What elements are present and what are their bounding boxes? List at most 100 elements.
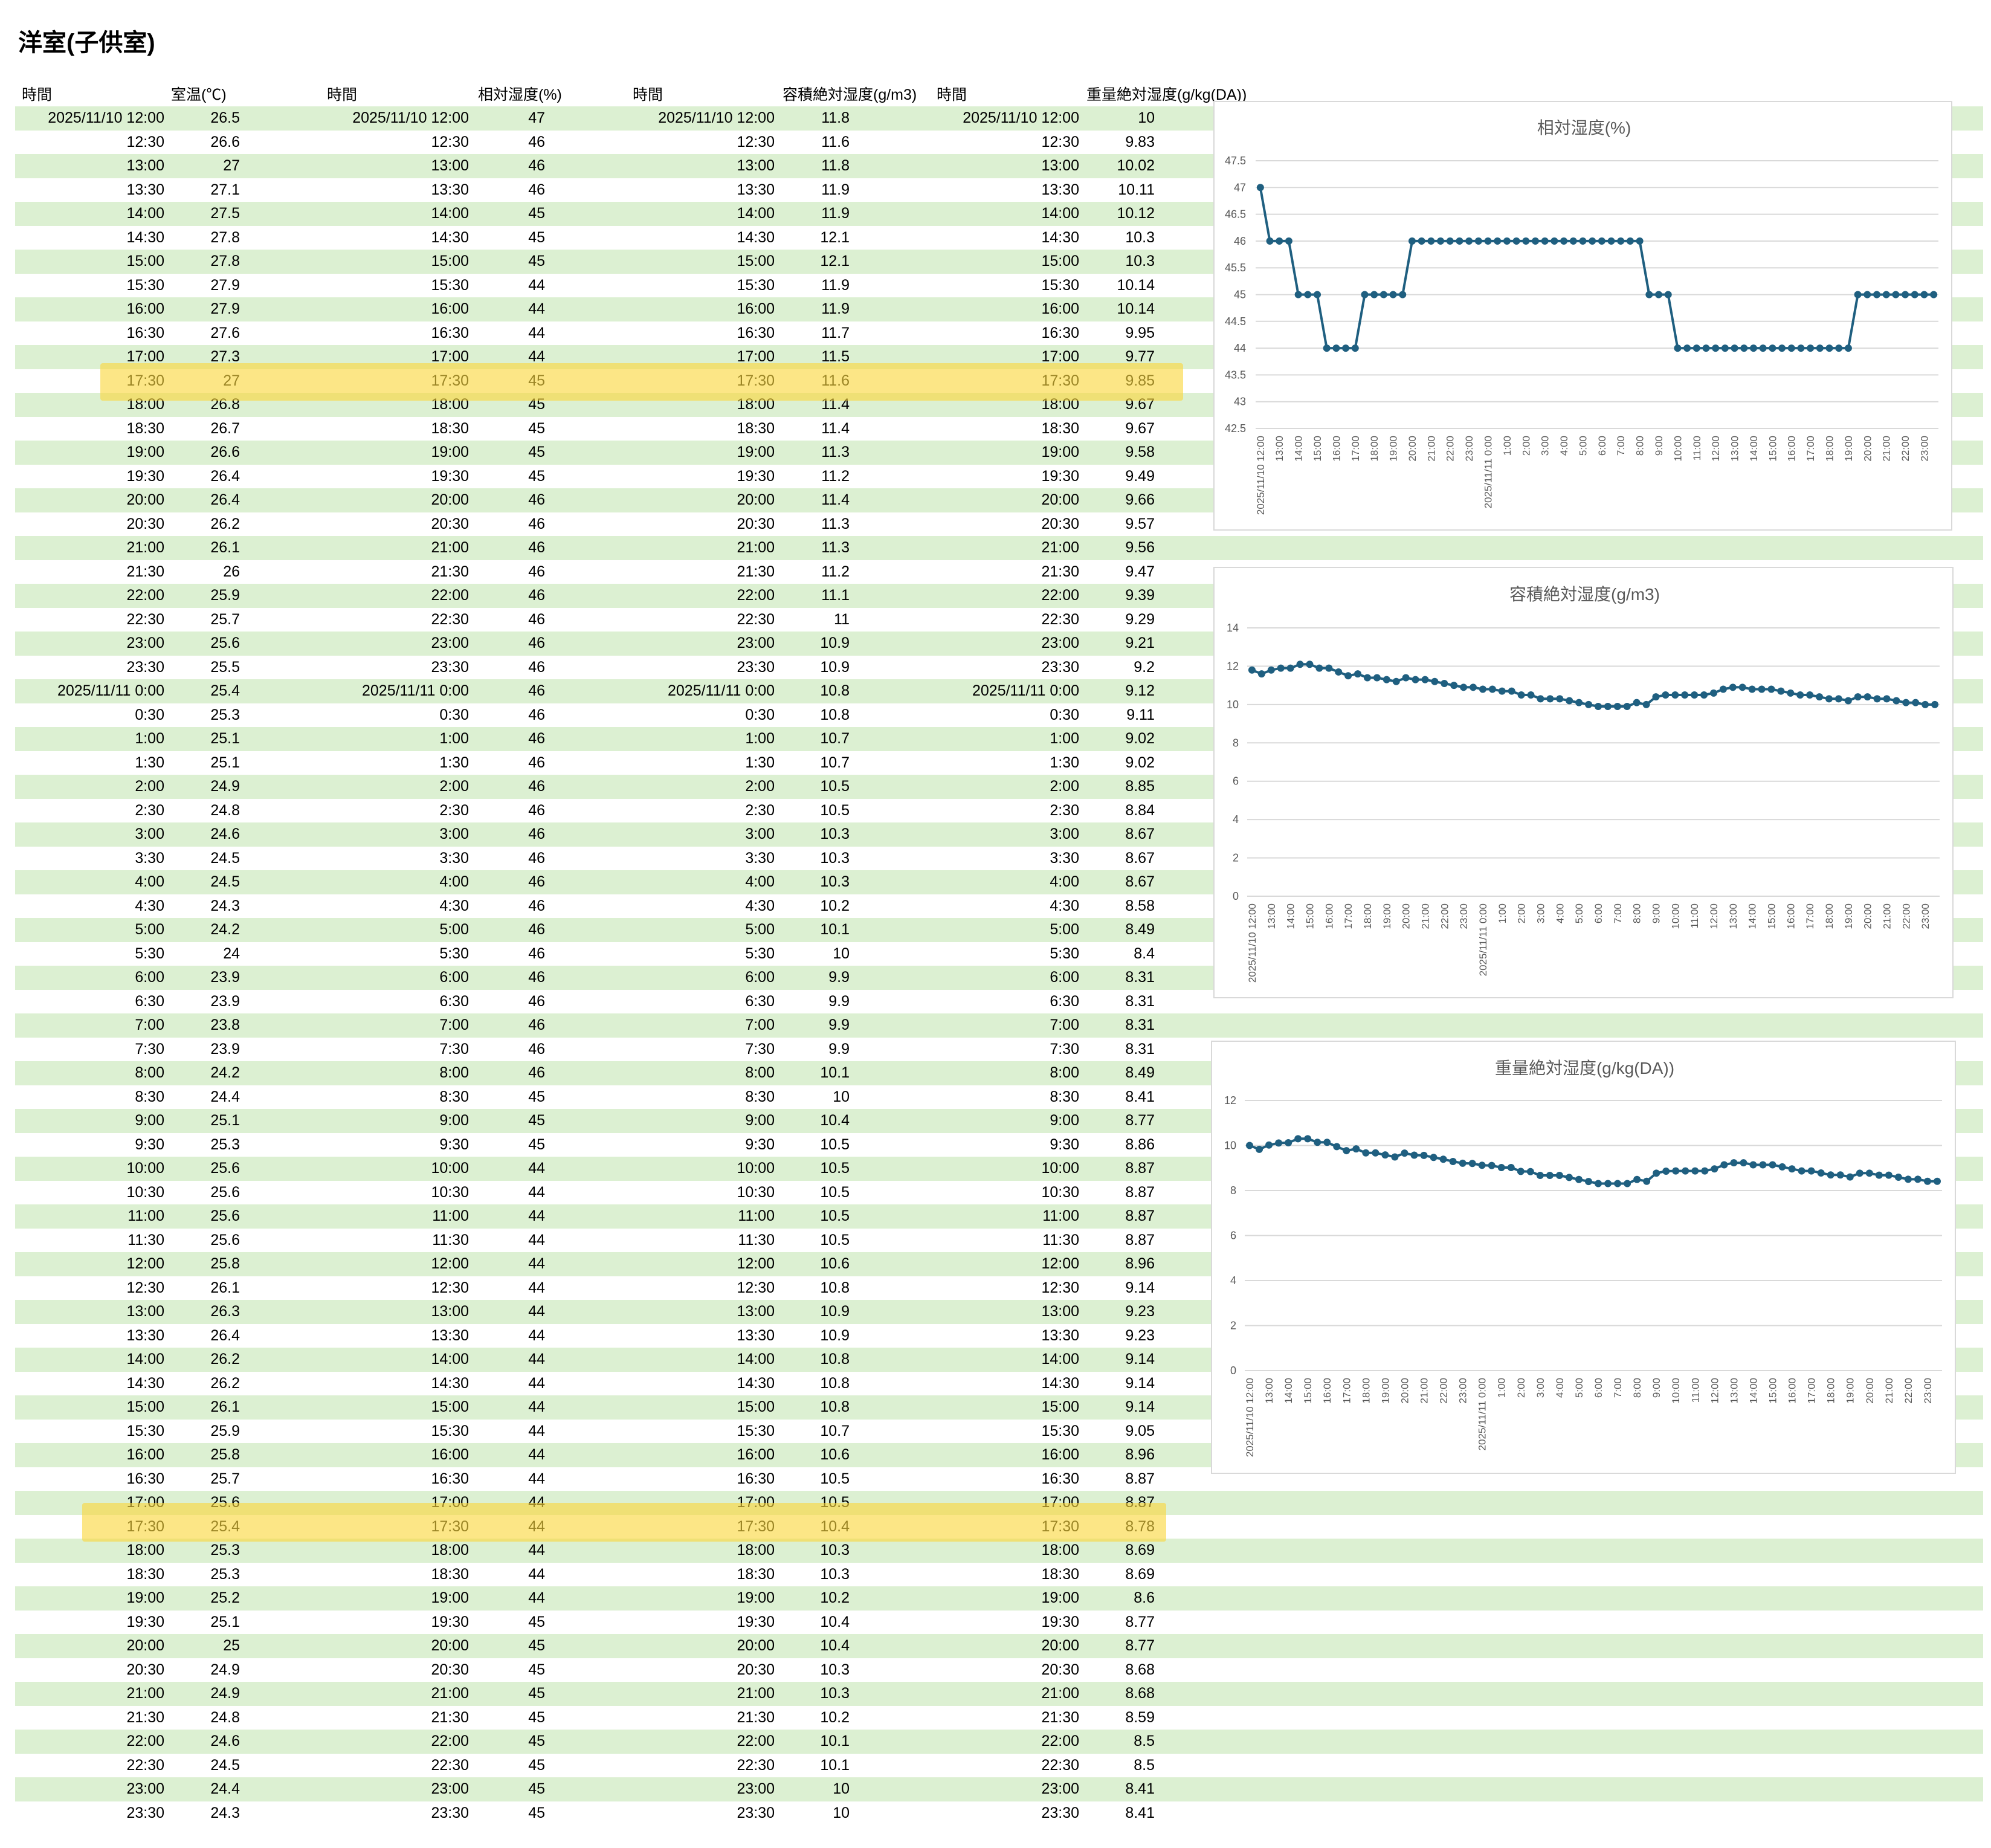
temperature-cell[interactable]: 25.3 bbox=[210, 1565, 240, 1583]
temperature-cell[interactable]: 27.9 bbox=[210, 276, 240, 294]
temperature-cell[interactable]: 23.9 bbox=[210, 1040, 240, 1058]
data-point[interactable] bbox=[1636, 237, 1644, 245]
data-point[interactable] bbox=[1474, 237, 1482, 245]
time-cell[interactable]: 8:30 bbox=[135, 1088, 164, 1105]
data-point[interactable] bbox=[1584, 1178, 1592, 1186]
data-point[interactable] bbox=[1864, 291, 1871, 299]
time-cell[interactable]: 13:00 bbox=[431, 1303, 469, 1320]
temperature-cell[interactable]: 24.5 bbox=[210, 849, 240, 867]
time-cell[interactable]: 7:30 bbox=[745, 1040, 775, 1058]
time-cell[interactable]: 15:00 bbox=[126, 253, 164, 270]
mass-humidity-cell[interactable]: 9.14 bbox=[1125, 1351, 1155, 1368]
data-point[interactable] bbox=[1323, 1139, 1331, 1146]
data-point[interactable] bbox=[1354, 670, 1362, 678]
time-cell[interactable]: 14:30 bbox=[431, 1374, 469, 1392]
data-point[interactable] bbox=[1825, 344, 1833, 352]
time-cell[interactable]: 16:30 bbox=[737, 1470, 775, 1487]
relative-humidity-cell[interactable]: 45 bbox=[528, 1708, 545, 1726]
time-cell[interactable]: 23:00 bbox=[1041, 635, 1079, 651]
data-point[interactable] bbox=[1450, 682, 1458, 690]
mass-humidity-cell[interactable]: 10.3 bbox=[1125, 228, 1155, 246]
time-cell[interactable]: 6:30 bbox=[439, 992, 469, 1010]
relative-humidity-cell[interactable]: 44 bbox=[528, 1398, 545, 1415]
data-point[interactable] bbox=[1835, 344, 1843, 352]
relative-humidity-cell[interactable]: 44 bbox=[528, 1565, 545, 1583]
relative-humidity-cell[interactable]: 44 bbox=[528, 1160, 545, 1177]
temperature-cell[interactable]: 24.9 bbox=[210, 1661, 240, 1678]
data-point[interactable] bbox=[1275, 1139, 1283, 1147]
mass-humidity-cell[interactable]: 8.67 bbox=[1125, 849, 1155, 867]
volumetric-humidity-cell[interactable]: 9.9 bbox=[828, 1040, 850, 1058]
data-point[interactable] bbox=[1902, 291, 1909, 299]
data-point[interactable] bbox=[1285, 237, 1292, 245]
time-cell[interactable]: 14:00 bbox=[431, 1351, 469, 1368]
time-cell[interactable]: 12:30 bbox=[126, 133, 164, 150]
time-cell[interactable]: 5:00 bbox=[439, 921, 469, 938]
data-point[interactable] bbox=[1854, 693, 1862, 701]
relative-humidity-cell[interactable]: 46 bbox=[528, 969, 545, 986]
time-cell[interactable]: 10:30 bbox=[431, 1183, 469, 1201]
time-cell[interactable]: 5:30 bbox=[1050, 945, 1079, 962]
data-point[interactable] bbox=[1844, 697, 1852, 705]
time-cell[interactable]: 22:30 bbox=[737, 1756, 775, 1774]
volumetric-humidity-cell[interactable]: 10.3 bbox=[820, 1565, 850, 1583]
data-point[interactable] bbox=[1844, 344, 1852, 352]
time-cell[interactable]: 21:00 bbox=[126, 1685, 164, 1702]
mass-humidity-cell[interactable]: 8.69 bbox=[1125, 1542, 1155, 1559]
temperature-cell[interactable]: 26.4 bbox=[210, 491, 240, 508]
time-cell[interactable]: 2025/11/10 12:00 bbox=[658, 109, 775, 126]
data-point[interactable] bbox=[1383, 676, 1390, 683]
data-point[interactable] bbox=[1807, 344, 1815, 352]
data-point[interactable] bbox=[1323, 344, 1331, 352]
time-cell[interactable]: 11:00 bbox=[738, 1207, 775, 1224]
time-cell[interactable]: 13:30 bbox=[1041, 1326, 1079, 1344]
data-point[interactable] bbox=[1537, 695, 1544, 703]
data-point[interactable] bbox=[1363, 674, 1371, 682]
volumetric-humidity-cell[interactable]: 10 bbox=[833, 1804, 850, 1821]
relative-humidity-cell[interactable]: 45 bbox=[528, 1685, 545, 1702]
temperature-cell[interactable]: 26.6 bbox=[210, 133, 240, 150]
volumetric-humidity-cell[interactable]: 10 bbox=[833, 1780, 850, 1797]
time-cell[interactable]: 20:00 bbox=[431, 1637, 469, 1654]
volumetric-humidity-cell[interactable]: 10.1 bbox=[820, 1064, 850, 1081]
time-cell[interactable]: 23:00 bbox=[1041, 1780, 1079, 1797]
time-cell[interactable]: 21:00 bbox=[1041, 539, 1079, 556]
data-point[interactable] bbox=[1856, 1169, 1864, 1177]
data-point[interactable] bbox=[1864, 693, 1871, 701]
data-point[interactable] bbox=[1693, 344, 1700, 352]
data-point[interactable] bbox=[1565, 1174, 1573, 1181]
temperature-cell[interactable]: 25.8 bbox=[210, 1255, 240, 1272]
time-cell[interactable]: 11:30 bbox=[738, 1231, 775, 1249]
data-point[interactable] bbox=[1712, 344, 1720, 352]
relative-humidity-cell[interactable]: 45 bbox=[528, 253, 545, 270]
data-point[interactable] bbox=[1579, 237, 1587, 245]
mass-humidity-cell[interactable]: 10.12 bbox=[1117, 205, 1155, 222]
time-cell[interactable]: 1:30 bbox=[135, 754, 164, 771]
time-cell[interactable]: 14:00 bbox=[431, 205, 469, 222]
data-point[interactable] bbox=[1497, 1164, 1505, 1172]
relative-humidity-cell[interactable]: 45 bbox=[528, 1756, 545, 1774]
data-point[interactable] bbox=[1531, 237, 1539, 245]
temperature-cell[interactable]: 25.9 bbox=[210, 587, 240, 604]
data-point[interactable] bbox=[1787, 344, 1795, 352]
data-point[interactable] bbox=[1655, 291, 1663, 299]
data-point[interactable] bbox=[1527, 691, 1535, 699]
volumetric-humidity-cell[interactable]: 11.3 bbox=[821, 444, 850, 460]
data-point[interactable] bbox=[1402, 674, 1410, 682]
temperature-cell[interactable]: 26.4 bbox=[210, 1326, 240, 1344]
time-cell[interactable]: 3:00 bbox=[1050, 825, 1079, 842]
volumetric-humidity-cell[interactable]: 10.8 bbox=[820, 682, 850, 699]
time-cell[interactable]: 23:00 bbox=[126, 635, 164, 651]
time-cell[interactable]: 8:00 bbox=[135, 1064, 164, 1081]
time-cell[interactable]: 14:00 bbox=[737, 205, 775, 222]
mass-humidity-cell[interactable]: 9.12 bbox=[1125, 682, 1155, 699]
data-point[interactable] bbox=[1769, 344, 1776, 352]
data-point[interactable] bbox=[1731, 344, 1738, 352]
temperature-cell[interactable]: 27.3 bbox=[210, 348, 240, 365]
relative-humidity-cell[interactable]: 44 bbox=[528, 1279, 545, 1296]
data-point[interactable] bbox=[1517, 691, 1525, 699]
time-cell[interactable]: 19:30 bbox=[1041, 467, 1079, 485]
volumetric-humidity-cell[interactable]: 12.1 bbox=[820, 253, 850, 270]
time-cell[interactable]: 5:00 bbox=[135, 921, 164, 938]
mass-humidity-cell[interactable]: 8.41 bbox=[1125, 1780, 1155, 1797]
